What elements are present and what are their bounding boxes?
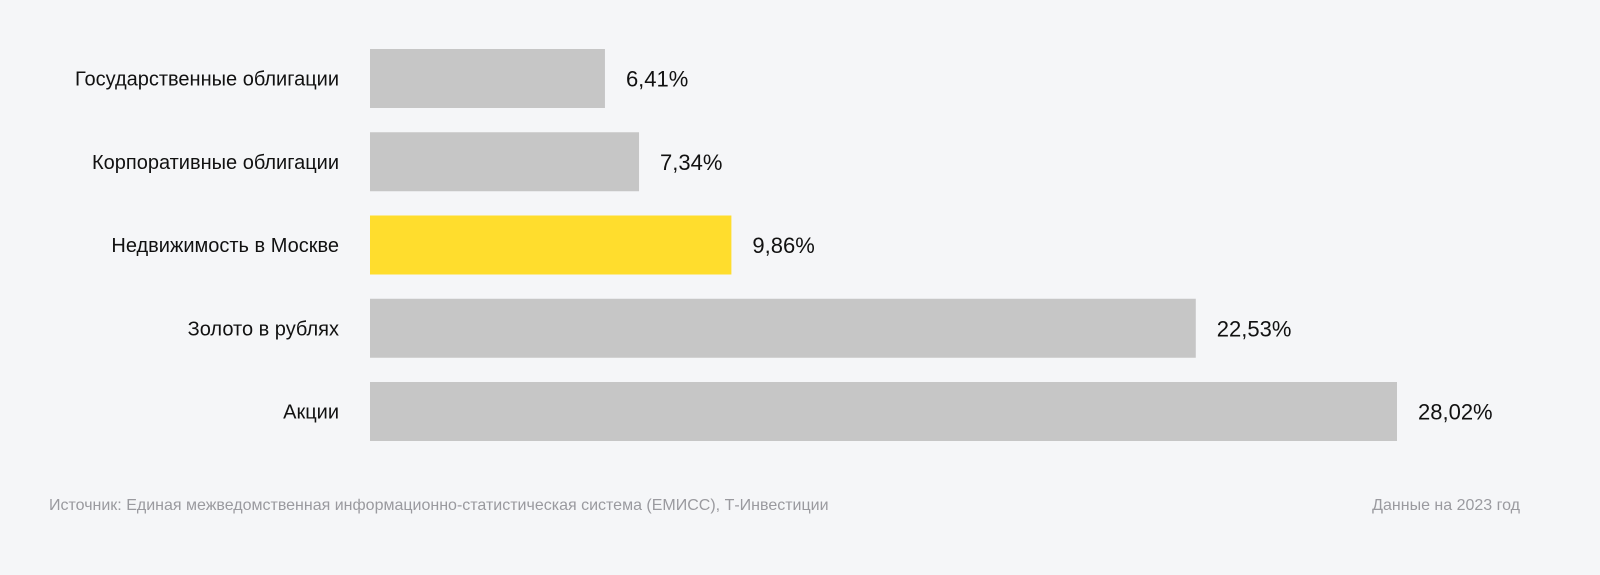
- bar-chart: Государственные облигации 6,41% Корпоратив…: [75, 49, 1493, 441]
- value-label: 9,86%: [752, 233, 814, 258]
- value-label: 22,53%: [1217, 316, 1292, 341]
- source-note: Источник: Единая межведомственная информ…: [49, 497, 829, 514]
- category-label: Акции: [283, 402, 339, 424]
- date-note: Данные на 2023 год: [1372, 497, 1520, 514]
- category-label: Недвижимость в Москве: [111, 235, 339, 257]
- category-label: Корпоративные облигации: [92, 152, 339, 174]
- category-label: Золото в рублях: [188, 318, 339, 340]
- bar: [370, 382, 1397, 441]
- value-label: 6,41%: [626, 67, 688, 92]
- bar: [370, 132, 640, 192]
- bar: [370, 49, 605, 108]
- value-label: 28,02%: [1418, 400, 1493, 425]
- bar: [370, 215, 732, 275]
- bar: [370, 298, 1196, 358]
- category-label: Государственные облигации: [75, 69, 339, 91]
- value-label: 7,34%: [660, 150, 722, 175]
